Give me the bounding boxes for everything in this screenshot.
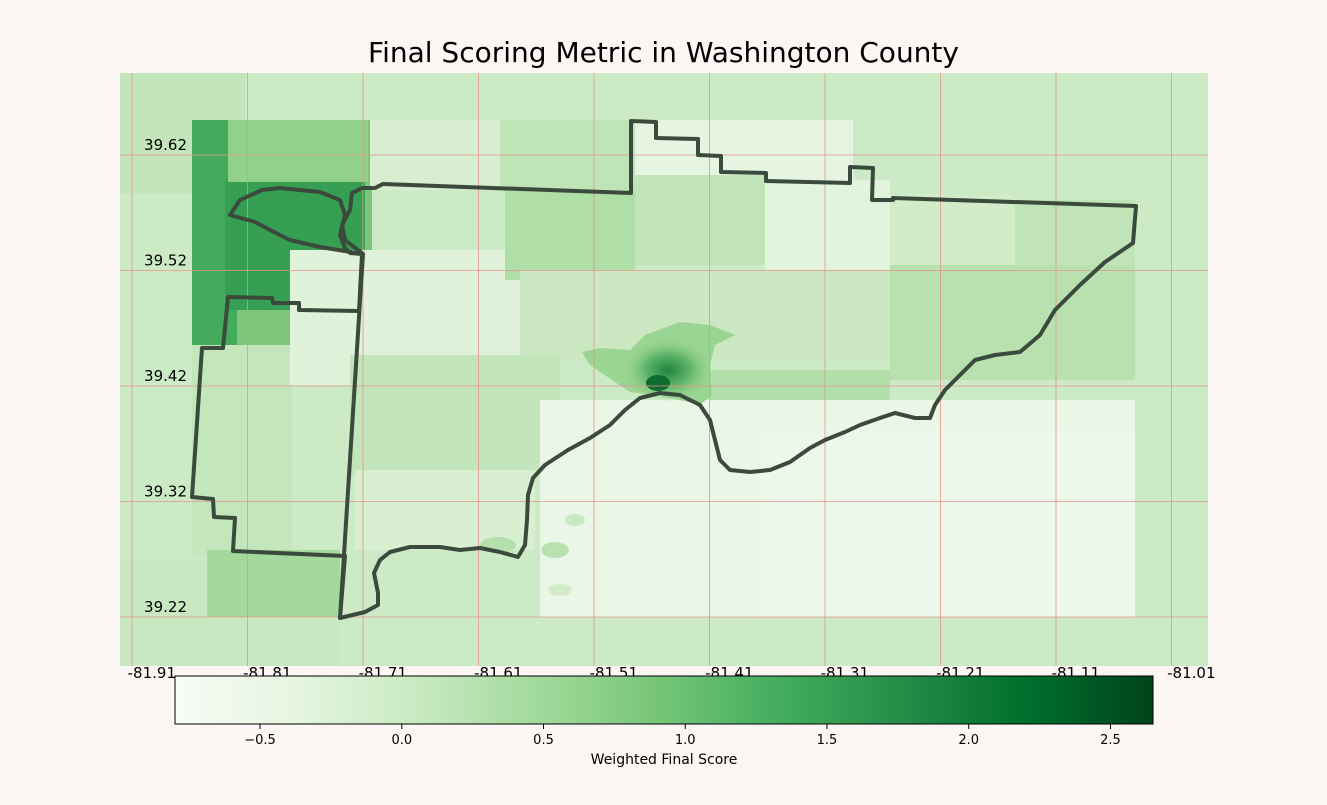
y-tick-label: 39.52 (144, 252, 187, 270)
y-tick-label: 39.42 (144, 367, 187, 385)
region-tile (635, 175, 765, 265)
colorbar-gradient (174, 675, 1154, 725)
region-tile (355, 470, 535, 550)
colorbar-label: Weighted Final Score (590, 752, 738, 768)
x-tick-label: -81.01 (1167, 664, 1215, 682)
colorbar-tick-label: 2.5 (1100, 733, 1121, 748)
colorbar: −0.5 0.0 0.5 1.0 1.5 2.0 2.5 (174, 675, 1154, 748)
colorbar-tick-label: 1.0 (675, 733, 696, 748)
region-tile (760, 430, 1135, 617)
colorbar-tick-label: 2.0 (958, 733, 979, 748)
y-axis-ticks: 39.62 39.52 39.42 39.32 39.22 (144, 136, 187, 616)
county-boundary (190, 119, 1138, 620)
y-tick-label: 39.22 (144, 598, 187, 616)
region-tile (1015, 200, 1135, 270)
hotspot-peak (646, 375, 670, 391)
patch (548, 584, 572, 596)
y-tick-label: 39.32 (144, 483, 187, 501)
region-tile (890, 195, 1015, 270)
region-tile (207, 550, 340, 617)
region-tile (890, 265, 1135, 380)
region-tile (350, 355, 560, 475)
choropleth-layer (120, 73, 1208, 666)
region-tile (765, 180, 890, 270)
grid-lines (120, 73, 1208, 666)
colorbar-ticks: −0.5 0.0 0.5 1.0 1.5 2.0 2.5 (244, 724, 1121, 748)
colorbar-tick-label: 1.5 (817, 733, 838, 748)
region-tile (192, 345, 292, 555)
x-tick-label: -81.91 (128, 664, 176, 682)
patch (541, 542, 569, 558)
region-tile (505, 190, 635, 280)
colorbar-tick-label: 0.0 (391, 733, 412, 748)
colorbar-tick-label: −0.5 (244, 733, 276, 748)
y-tick-label: 39.62 (144, 136, 187, 154)
patch (565, 514, 585, 526)
colorbar-tick-label: 0.5 (533, 733, 554, 748)
region-tile (228, 120, 368, 182)
map-title: Final Scoring Metric in Washington Count… (368, 36, 959, 69)
